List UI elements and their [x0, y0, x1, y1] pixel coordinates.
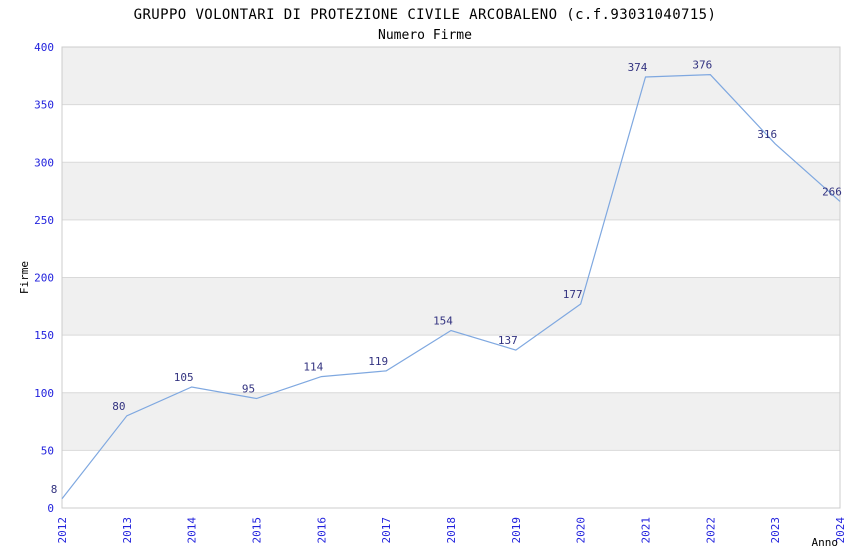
y-tick-label: 400 [34, 41, 54, 54]
x-tick-label: 2020 [575, 517, 588, 544]
chart-title: GRUPPO VOLONTARI DI PROTEZIONE CIVILE AR… [133, 7, 717, 23]
value-label: 374 [628, 61, 648, 74]
x-tick-label: 2015 [251, 517, 264, 544]
y-tick-label: 300 [34, 156, 54, 169]
y-tick-label: 150 [34, 329, 54, 342]
plot-band [62, 162, 840, 220]
value-label: 119 [368, 355, 388, 368]
x-tick-label: 2022 [704, 517, 717, 544]
value-label: 105 [174, 371, 194, 384]
data-line [61, 74, 841, 500]
value-label: 266 [822, 185, 842, 198]
x-tick-label: 2014 [186, 517, 199, 544]
x-tick-label: 2023 [769, 517, 782, 544]
value-label: 137 [498, 334, 518, 347]
y-tick-label: 350 [34, 99, 54, 112]
x-tick-label: 2021 [640, 517, 653, 544]
y-tick-label: 100 [34, 387, 54, 400]
plot-border [61, 46, 841, 509]
plot-band [62, 219, 840, 278]
x-tick-label: 2024 [834, 517, 847, 544]
x-tick-label: 2013 [121, 517, 134, 544]
x-tick-label: 2019 [510, 517, 523, 544]
value-label: 316 [757, 128, 777, 141]
value-label: 80 [112, 400, 125, 413]
value-label: 114 [303, 361, 323, 374]
plot-band [62, 335, 840, 393]
x-tick-label: 2012 [56, 517, 69, 544]
y-tick-label: 0 [47, 502, 54, 515]
y-tick-label: 250 [34, 214, 54, 227]
y-tick-label: 50 [41, 444, 54, 457]
plot-band [62, 47, 840, 105]
plot-band [62, 450, 840, 508]
x-tick-label: 2016 [315, 517, 328, 544]
chart-subtitle: Numero Firme [378, 28, 472, 43]
x-tick-label: 2017 [380, 517, 393, 544]
y-axis-title: Firme [18, 261, 31, 294]
plot-band [62, 104, 840, 163]
x-axis-title: Anno [812, 536, 839, 549]
value-label: 376 [692, 59, 712, 72]
y-tick-label: 200 [34, 272, 54, 285]
plot-band [62, 392, 840, 451]
value-label: 8 [51, 483, 58, 496]
value-label: 177 [563, 288, 583, 301]
plot-band [62, 277, 840, 336]
x-tick-label: 2018 [445, 517, 458, 544]
value-label: 154 [433, 315, 453, 328]
value-label: 95 [242, 383, 255, 396]
